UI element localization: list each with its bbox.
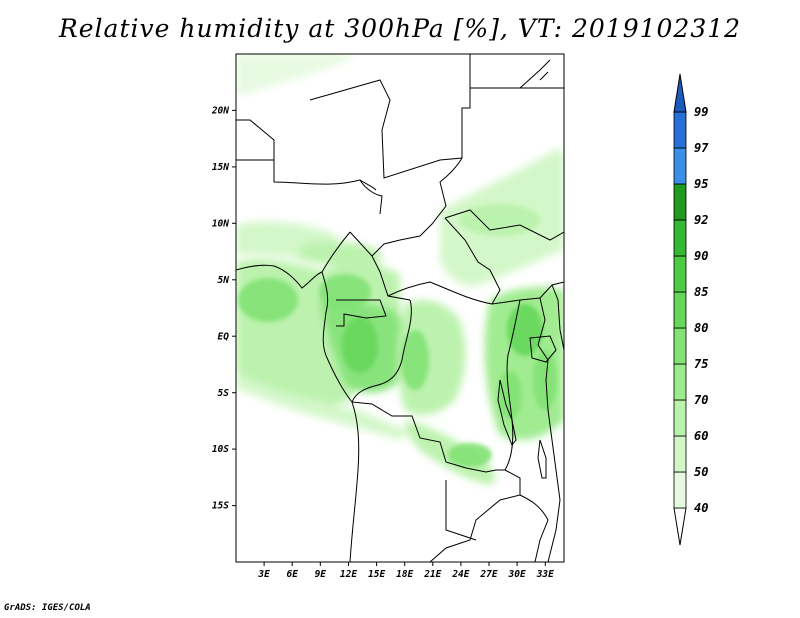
border-sahara <box>236 119 275 161</box>
lake-malawi <box>537 439 547 479</box>
colorbar-label: 50 <box>694 465 708 479</box>
border-drc-east <box>504 299 521 471</box>
y-tick-label: EQ <box>218 331 230 342</box>
colorbar-bin <box>673 399 687 437</box>
colorbar-label: 99 <box>694 105 708 119</box>
colorbar-bin <box>673 471 687 509</box>
border-car <box>387 217 501 305</box>
x-tick-label: 9E <box>315 569 327 580</box>
humidity-field <box>236 54 564 485</box>
colorbar-label: 80 <box>694 321 708 335</box>
x-tick-label: 12E <box>340 569 357 580</box>
y-tick-label: 10N <box>212 218 229 229</box>
colorbar-label: 70 <box>694 393 708 407</box>
x-tick-label: 33E <box>536 569 554 580</box>
x-tick-label: 15E <box>368 569 385 580</box>
humidity-cell-cameroon <box>319 274 371 310</box>
colorbar: 40 50 60 70 75 80 85 90 92 95 97 99 <box>673 73 709 546</box>
x-tick-label: 21E <box>423 569 441 580</box>
border-congo-drc <box>351 299 412 403</box>
y-tick-label: 10S <box>212 444 229 455</box>
y-tick-label: 20N <box>211 106 229 117</box>
border-kenya <box>551 284 564 351</box>
x-tick-label: 18E <box>396 569 413 580</box>
humidity-cell-gulf <box>238 278 298 322</box>
y-tick-label: 5N <box>218 275 230 286</box>
colorbar-label: 85 <box>694 285 708 299</box>
colorbar-label: 95 <box>694 177 708 191</box>
map-frame <box>235 53 565 563</box>
colorbar-bin <box>673 219 687 257</box>
border-zambia <box>429 469 521 562</box>
colorbar-bin <box>673 435 687 473</box>
x-tick-label: 3E <box>257 569 270 580</box>
border-niger-chad <box>273 160 383 215</box>
colorbar-bin <box>673 327 687 365</box>
y-tick-label: 5S <box>218 388 230 399</box>
colorbar-bin <box>673 363 687 401</box>
humidity-region-top <box>236 54 360 95</box>
border-cameroon <box>321 231 387 327</box>
humidity-cell-east <box>460 204 540 236</box>
colorbar-upper-arrow <box>673 73 687 113</box>
humidity-region-nigeria <box>300 241 380 270</box>
red-sea-coast <box>519 59 551 89</box>
border-chad-sudan <box>371 157 463 301</box>
y-axis: 20N 15N 10N 5N EQ 5S 10S 15S <box>211 106 236 512</box>
colorbar-bin <box>673 291 687 329</box>
border-libya <box>309 54 471 179</box>
humidity-cell-uganda <box>507 304 543 356</box>
colorbar-bin <box>673 111 687 149</box>
colorbar-bin <box>673 147 687 185</box>
colorbar-lower-arrow <box>673 507 687 546</box>
humidity-cell-lakeregion <box>533 350 557 410</box>
x-tick-label: 24E <box>451 569 469 580</box>
footer-credit: GrADS: IGES/COLA <box>4 603 91 613</box>
lake-chad <box>359 179 377 191</box>
lake-tanganyika <box>497 379 517 446</box>
colorbar-label: 75 <box>694 357 708 371</box>
humidity-cell-drc <box>401 330 429 390</box>
colorbar-label: 97 <box>694 141 709 155</box>
x-tick-label: 6E <box>286 569 298 580</box>
humidity-region-coast <box>236 372 410 440</box>
humidity-cell-tanganyika <box>498 371 522 419</box>
colorbar-label: 90 <box>694 249 708 263</box>
coastline <box>236 264 360 562</box>
lake-victoria <box>529 335 557 363</box>
humidity-cell-gabon <box>342 317 378 373</box>
colorbar-label: 40 <box>694 501 708 515</box>
x-tick-label: 30E <box>508 569 526 580</box>
colorbar-label: 92 <box>694 213 708 227</box>
border-mozambique <box>519 494 549 562</box>
colorbar-bin <box>673 183 687 221</box>
y-tick-label: 15N <box>212 162 229 173</box>
x-axis: 3E 6E 9E 12E 15E 18E 21E 24E 27E 30E 33E <box>257 562 554 580</box>
x-tick-label: 27E <box>479 569 497 580</box>
colorbar-bin <box>673 255 687 293</box>
y-tick-label: 15S <box>212 501 229 512</box>
chart-title: Relative humidity at 300hPa [%], VT: 201… <box>58 14 742 43</box>
country-borders <box>236 54 564 562</box>
border-angola-zambia <box>351 401 505 541</box>
colorbar-label: 60 <box>694 429 708 443</box>
humidity-cell-zambia <box>448 443 492 467</box>
